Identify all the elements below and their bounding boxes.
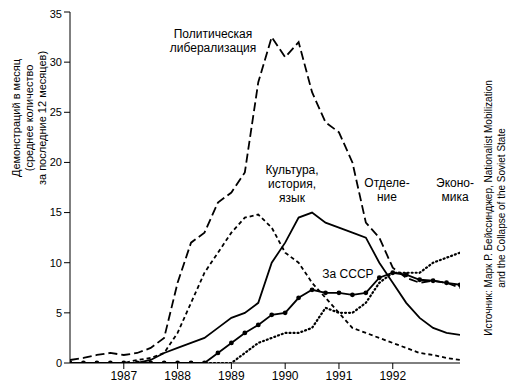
svg-text:0: 0 (56, 357, 62, 369)
svg-text:1990: 1990 (272, 369, 299, 383)
svg-text:5: 5 (56, 307, 62, 319)
svg-text:20: 20 (50, 156, 62, 168)
svg-text:25: 25 (50, 106, 62, 118)
svg-text:30: 30 (50, 56, 62, 68)
svg-text:1991: 1991 (326, 369, 353, 383)
svg-text:1992: 1992 (379, 369, 406, 383)
svg-text:15: 15 (50, 206, 62, 218)
svg-text:Эконо-мика: Эконо-мика (436, 176, 474, 204)
svg-text:Демонстраций в месяц: Демонстраций в месяц (10, 58, 22, 177)
svg-text:and the Collapse of the Soviet: and the Collapse of the Soviet State (496, 128, 507, 288)
svg-text:1989: 1989 (218, 369, 245, 383)
svg-text:За СССР: За СССР (322, 267, 373, 281)
svg-text:1987: 1987 (110, 369, 137, 383)
svg-text:Политическаялиберализация: Политическаялиберализация (170, 27, 256, 55)
svg-text:1988: 1988 (164, 369, 191, 383)
svg-text:Источник: Марк Р. Бейссинджер,: Источник: Марк Р. Бейссинджер, Nationali… (483, 80, 494, 336)
svg-text:(среднее количество: (среднее количество (23, 65, 35, 172)
svg-text:Культура,история,язык: Культура,история,язык (265, 163, 318, 205)
svg-text:за последние 12 месяцев): за последние 12 месяцев) (36, 51, 48, 185)
svg-text:35: 35 (50, 8, 62, 20)
svg-text:10: 10 (50, 257, 62, 269)
svg-text:Отделе-ние: Отделе-ние (364, 176, 409, 204)
